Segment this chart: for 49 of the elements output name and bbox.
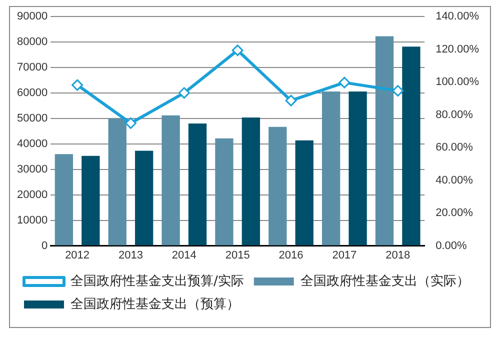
y2-tick-label: 120.00% [436, 43, 480, 56]
y2-tick-label: 80.00% [436, 108, 474, 121]
legend-label: 全国政府性基金支出预算/实际 [70, 272, 244, 289]
y-tick-label: 70000 [16, 62, 48, 74]
bar [54, 154, 74, 246]
y-tick-label: 10000 [16, 214, 48, 226]
y-tick-label: 0 [41, 240, 48, 252]
point [178, 87, 190, 99]
y2-tick-label: 40.00% [436, 174, 474, 186]
point [232, 44, 244, 56]
x-tick-label: 2013 [118, 249, 143, 262]
y2-tick-label: 20.00% [436, 207, 474, 220]
y2-tick-label: 140.00% [436, 10, 480, 23]
x-tick-label: 2015 [225, 249, 250, 262]
bar [375, 36, 394, 246]
bar [322, 91, 340, 246]
y-tick-label: 50000 [16, 112, 48, 124]
y-tick-label: 40000 [16, 138, 48, 150]
point [338, 76, 350, 88]
point [72, 79, 84, 91]
legend-label: 全国政府性基金支出（预算） [70, 296, 240, 312]
bar [242, 117, 260, 246]
x-tick-label: 2014 [172, 249, 196, 262]
point [285, 94, 297, 106]
bar [108, 118, 126, 246]
x-tick-label: 2016 [278, 249, 304, 262]
legend-label: 全国政府性基金支出（实际） [300, 272, 470, 289]
point [124, 117, 136, 129]
point [392, 85, 404, 97]
x-tick-label: 2017 [332, 249, 357, 262]
bar [82, 156, 100, 246]
bar [188, 124, 207, 246]
y-tick-label: 30000 [16, 163, 48, 176]
bar [268, 126, 287, 246]
y2-tick-label: 60.00% [436, 142, 474, 154]
y-tick-label: 80000 [16, 36, 48, 48]
x-tick-label: 2018 [386, 249, 410, 262]
bar [348, 91, 367, 246]
bar [162, 115, 180, 246]
y2-tick-label: 0.00% [436, 240, 467, 252]
y-tick-label: 60000 [16, 87, 48, 100]
y2-tick-label: 100.00% [436, 76, 480, 88]
y-tick-label: 90000 [16, 10, 48, 23]
x-tick-label: 2012 [65, 249, 90, 262]
bar [135, 150, 154, 246]
bar [295, 140, 314, 246]
bar [215, 138, 234, 246]
y-tick-label: 20000 [16, 188, 48, 201]
bar [402, 46, 420, 246]
